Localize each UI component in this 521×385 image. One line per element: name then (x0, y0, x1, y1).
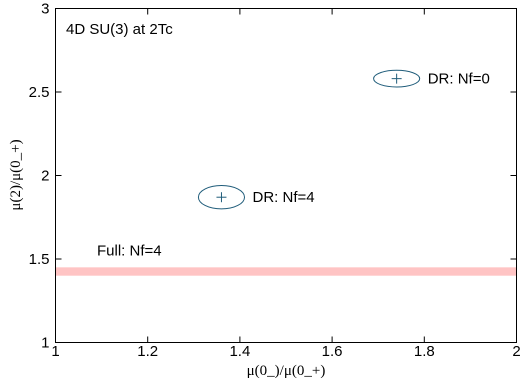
error-ellipse (197, 185, 246, 210)
x-tick-label: 2 (512, 343, 520, 360)
y-tick-label: 3 (41, 1, 49, 18)
point-layer: DR: Nf=0 DR: Nf=4 (197, 69, 490, 210)
y-tick-label: 1 (41, 335, 49, 352)
x-axis-title: μ(0_)/μ(0_+) (247, 363, 326, 379)
y-tick-label: 2.5 (29, 84, 50, 101)
x-tick-label: 1.6 (322, 343, 343, 360)
point-label: DR: Nf=0 (428, 71, 490, 88)
x-tick-label: 1 (51, 343, 59, 360)
y-tick-label: 2 (41, 168, 49, 185)
band-full-nf4 (55, 267, 517, 276)
tick-layer: 1 1.2 1.4 1.6 1.8 2 1 1.5 2 2.5 3 (29, 1, 521, 361)
band-layer: Full: Nf=4 (55, 242, 517, 276)
y-tick-label: 1.5 (29, 251, 50, 268)
annotation-title: 4D SU(3) at 2Tc (66, 21, 173, 38)
y-axis-title: μ(2)/μ(0_+) (8, 139, 24, 210)
band-label: Full: Nf=4 (97, 242, 162, 259)
x-tick-label: 1.8 (414, 343, 435, 360)
x-tick-label: 1.2 (137, 343, 158, 360)
point-label: DR: Nf=4 (253, 189, 315, 206)
plot-frame (55, 8, 517, 343)
error-ellipse (373, 69, 421, 88)
x-tick-label: 1.4 (229, 343, 250, 360)
